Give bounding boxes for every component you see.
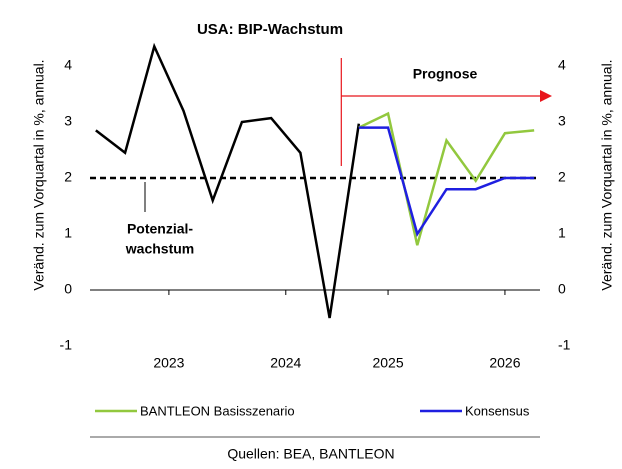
series-line xyxy=(358,111,535,246)
y-tick-label: 1 xyxy=(64,225,72,241)
y2-tick-label: 3 xyxy=(558,113,566,129)
x-tick-label: 2023 xyxy=(153,355,184,371)
y2-tick-label: 1 xyxy=(558,225,566,241)
forecast-label: Prognose xyxy=(413,66,478,82)
chart-title: USA: BIP-Wachstum xyxy=(197,21,343,38)
potential-label: wachstum xyxy=(125,241,194,257)
y2-tick-label: 0 xyxy=(558,281,566,297)
history-line xyxy=(95,42,361,319)
y2-axis-title: Veränd. zum Vorquartal in %, annual. xyxy=(599,59,615,290)
legend-label: Konsensus xyxy=(465,403,530,418)
series-line xyxy=(358,126,535,238)
source: Quellen: BEA, BANTLEON xyxy=(227,446,394,462)
y-tick-label: -1 xyxy=(60,337,73,353)
forecast-arrowhead xyxy=(540,90,552,102)
x-tick-label: 2025 xyxy=(372,355,403,371)
y-tick-label: 3 xyxy=(64,113,72,129)
y-tick-label: 2 xyxy=(64,169,72,185)
x-tick-label: 2026 xyxy=(489,355,520,371)
y-tick-label: 4 xyxy=(64,57,72,73)
potential-label: Potenzial- xyxy=(127,221,193,237)
y-axis-title: Veränd. zum Vorquartal in %, annual. xyxy=(31,59,47,290)
y2-tick-label: 4 xyxy=(558,57,566,73)
x-tick-label: 2024 xyxy=(270,355,301,371)
y2-tick-label: -1 xyxy=(558,337,571,353)
y2-tick-label: 2 xyxy=(558,169,566,185)
y-tick-label: 0 xyxy=(64,281,72,297)
legend-label: BANTLEON Basisszenario xyxy=(140,403,295,418)
